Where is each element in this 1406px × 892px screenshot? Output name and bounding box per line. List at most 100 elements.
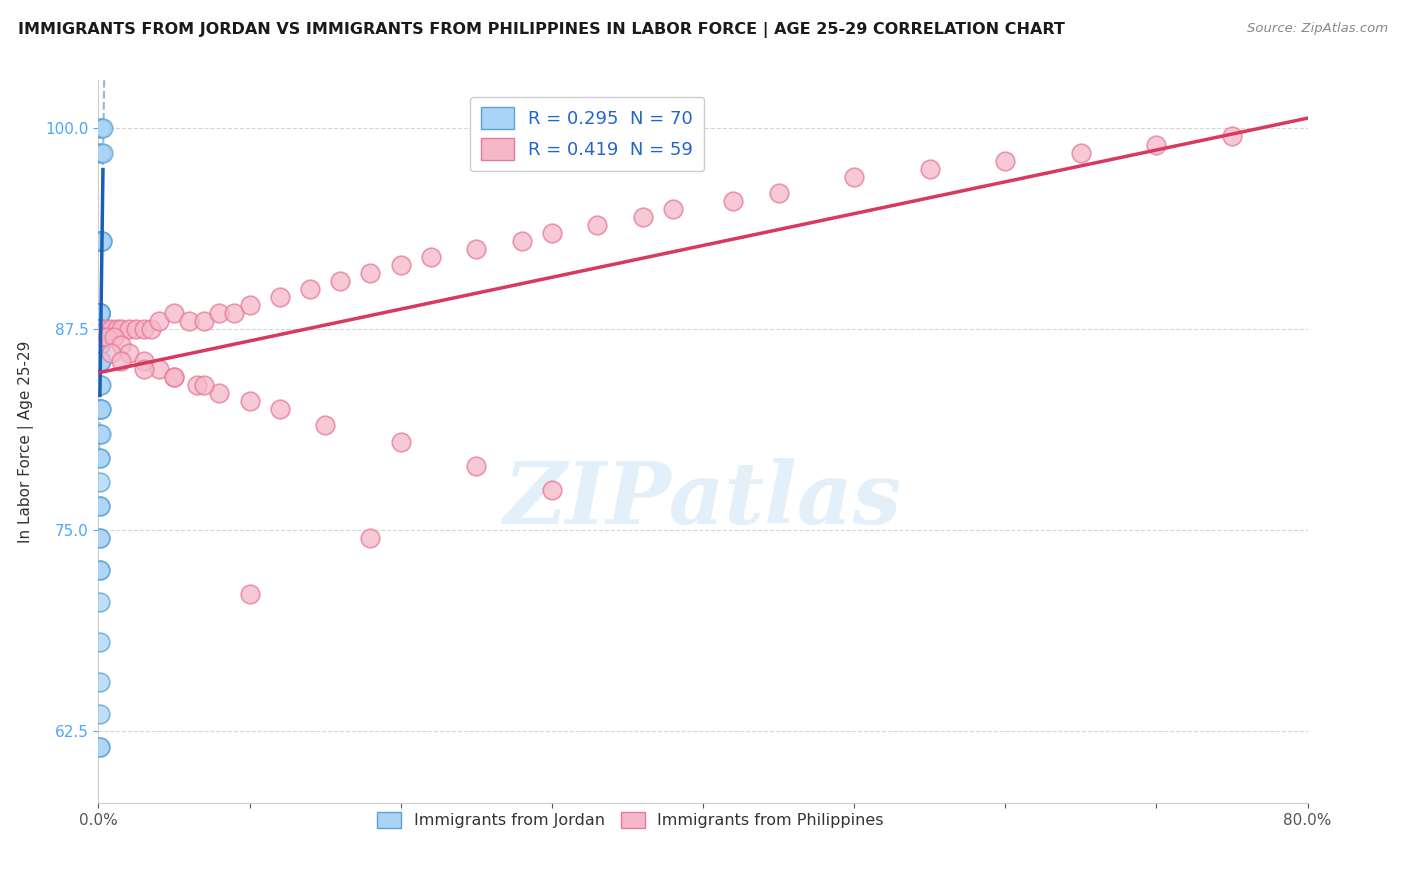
Point [90,234,112,248]
Point [89,306,111,320]
Point [1220,129,1243,144]
Point [89,475,111,489]
Point [179,314,201,328]
Point [193,314,215,328]
Point [89,306,111,320]
Point [239,298,262,312]
Point [768,186,790,200]
Point [90,402,112,417]
Point [329,274,352,288]
Point [148,314,170,328]
Point [89,322,111,336]
Point [89,426,111,441]
Point [360,531,382,545]
Point [918,161,941,176]
Point [90,354,112,368]
Point [94,322,117,336]
Point [465,458,488,473]
Point [208,306,231,320]
Point [314,418,336,433]
Point [89,338,111,352]
Point [89,338,111,352]
Text: ZIPatlas: ZIPatlas [503,458,903,541]
Point [89,402,111,417]
Point [89,306,111,320]
Point [89,338,111,352]
Point [89,499,111,513]
Point [89,322,111,336]
Point [239,587,262,601]
Point [89,338,111,352]
Point [540,226,562,240]
Point [89,322,111,336]
Point [89,306,111,320]
Point [193,378,215,392]
Point [89,675,111,690]
Point [141,322,163,336]
Point [89,531,111,545]
Point [186,378,208,392]
Point [105,322,128,336]
Point [465,242,488,256]
Point [90,378,112,392]
Point [89,306,111,320]
Point [90,234,112,248]
Point [89,563,111,577]
Point [269,402,291,417]
Point [89,306,111,320]
Point [96,330,118,344]
Point [132,322,155,336]
Point [89,234,111,248]
Point [208,386,231,401]
Point [110,322,132,336]
Text: IMMIGRANTS FROM JORDAN VS IMMIGRANTS FROM PHILIPPINES IN LABOR FORCE | AGE 25-29: IMMIGRANTS FROM JORDAN VS IMMIGRANTS FRO… [18,22,1066,38]
Point [89,306,111,320]
Point [91,330,114,344]
Point [89,338,111,352]
Point [148,362,170,376]
Point [89,306,111,320]
Point [723,194,745,208]
Point [89,322,111,336]
Text: Source: ZipAtlas.com: Source: ZipAtlas.com [1247,22,1388,36]
Point [163,370,186,384]
Point [1070,145,1092,160]
Point [89,322,111,336]
Point [586,218,609,232]
Point [1146,137,1168,152]
Point [89,499,111,513]
Point [90,426,112,441]
Point [89,306,111,320]
Point [90,145,112,160]
Point [631,210,654,224]
Point [89,402,111,417]
Point [844,169,866,184]
Point [90,121,112,136]
Point [299,282,322,296]
Point [994,153,1017,168]
Point [89,145,111,160]
Point [89,306,111,320]
Point [110,338,132,352]
Point [269,290,291,304]
Point [510,234,533,248]
Legend: Immigrants from Jordan, Immigrants from Philippines: Immigrants from Jordan, Immigrants from … [371,805,890,835]
Point [91,234,114,248]
Point [89,322,111,336]
Point [540,483,562,497]
Point [89,306,111,320]
Point [90,234,112,248]
Point [110,354,132,368]
Point [89,450,111,465]
Point [118,346,141,360]
Point [89,739,111,754]
Point [89,322,111,336]
Point [389,258,412,272]
Point [89,635,111,649]
Point [90,234,112,248]
Y-axis label: In Labor Force | Age 25-29: In Labor Force | Age 25-29 [18,341,34,542]
Point [661,202,683,216]
Point [89,378,111,392]
Point [89,322,111,336]
Point [100,346,122,360]
